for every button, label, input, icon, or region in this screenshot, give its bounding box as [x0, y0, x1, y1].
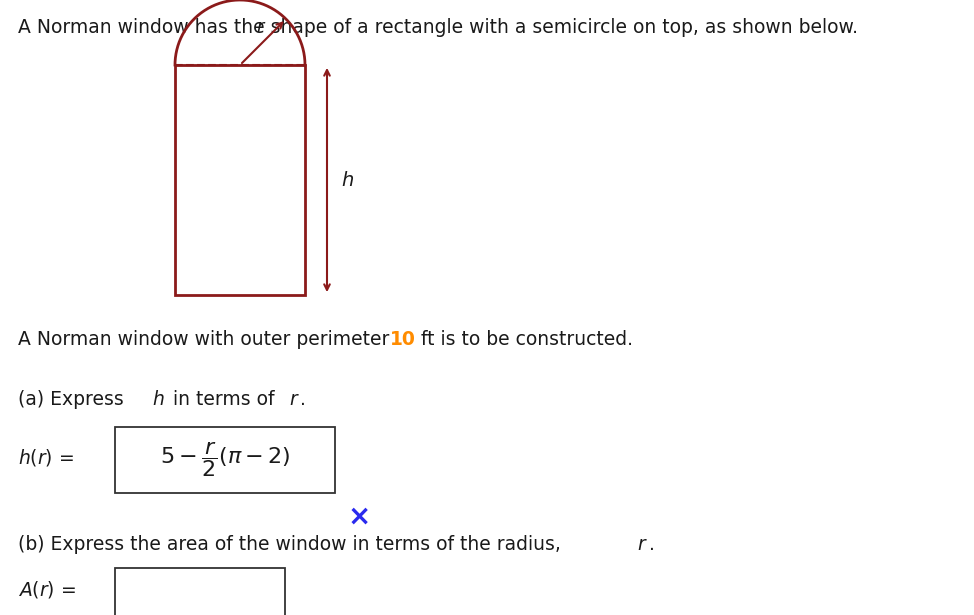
Text: $r$: $r$ — [289, 390, 300, 409]
Text: $A(r)$ =: $A(r)$ = — [18, 579, 78, 600]
Text: ft is to be constructed.: ft is to be constructed. — [415, 330, 633, 349]
Bar — [175, 65, 305, 295]
Text: $\mathbf{\times}$: $\mathbf{\times}$ — [347, 503, 369, 531]
FancyBboxPatch shape — [115, 568, 285, 615]
FancyBboxPatch shape — [115, 427, 335, 493]
Text: in terms of: in terms of — [167, 390, 281, 409]
Text: $h(r)$ =: $h(r)$ = — [18, 448, 76, 469]
Text: A Norman window has the shape of a rectangle with a semicircle on top, as shown : A Norman window has the shape of a recta… — [18, 18, 858, 37]
Text: $r$: $r$ — [256, 18, 266, 36]
Text: $h$: $h$ — [152, 390, 165, 409]
Text: 10: 10 — [390, 330, 416, 349]
Text: A Norman window with outer perimeter: A Norman window with outer perimeter — [18, 330, 395, 349]
Text: $r$: $r$ — [637, 535, 648, 554]
Text: (b) Express the area of the window in terms of the radius,: (b) Express the area of the window in te… — [18, 535, 567, 554]
Text: (a) Express: (a) Express — [18, 390, 130, 409]
Text: .: . — [300, 390, 306, 409]
Text: $5 - \dfrac{r}{2}(\pi - 2)$: $5 - \dfrac{r}{2}(\pi - 2)$ — [160, 440, 290, 480]
Text: $h$: $h$ — [341, 170, 354, 189]
Text: .: . — [649, 535, 655, 554]
